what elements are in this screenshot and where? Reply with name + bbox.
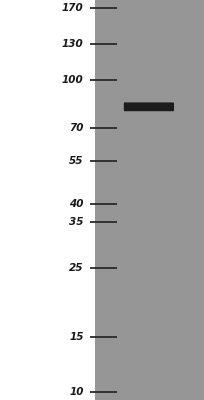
FancyBboxPatch shape (124, 102, 174, 111)
Text: 55: 55 (69, 156, 84, 166)
Text: 130: 130 (62, 39, 84, 49)
Text: 70: 70 (69, 123, 84, 133)
Text: 170: 170 (62, 3, 84, 13)
Text: 25: 25 (69, 263, 84, 273)
Text: 35: 35 (69, 217, 84, 227)
Text: 10: 10 (69, 387, 84, 397)
Text: 40: 40 (69, 199, 84, 209)
Text: 100: 100 (62, 75, 84, 85)
Bar (95, 0, 204, 400)
Text: 15: 15 (69, 332, 84, 342)
